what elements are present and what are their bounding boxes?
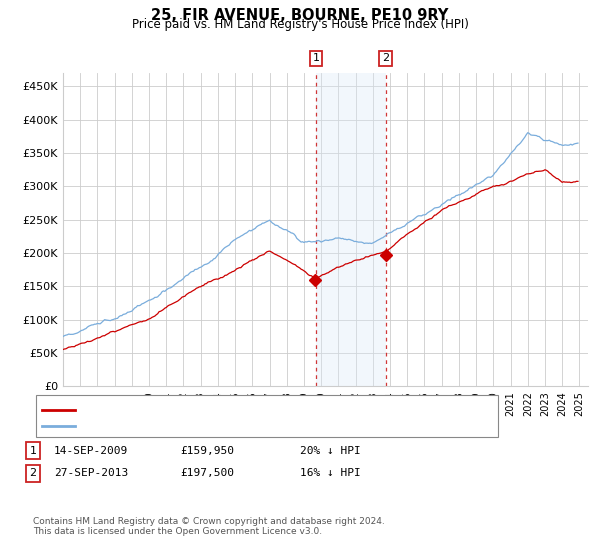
Text: 14-SEP-2009: 14-SEP-2009 (54, 446, 128, 456)
Text: 2: 2 (29, 468, 37, 478)
Text: HPI: Average price, detached house, South Kesteven: HPI: Average price, detached house, Sout… (81, 421, 355, 431)
Text: £197,500: £197,500 (180, 468, 234, 478)
Text: 1: 1 (313, 53, 320, 63)
Text: Price paid vs. HM Land Registry's House Price Index (HPI): Price paid vs. HM Land Registry's House … (131, 18, 469, 31)
Text: 1: 1 (29, 446, 37, 456)
Text: 20% ↓ HPI: 20% ↓ HPI (300, 446, 361, 456)
Text: £159,950: £159,950 (180, 446, 234, 456)
Text: 2: 2 (382, 53, 389, 63)
Bar (316, 73, 386, 386)
Text: 27-SEP-2013: 27-SEP-2013 (54, 468, 128, 478)
Text: 16% ↓ HPI: 16% ↓ HPI (300, 468, 361, 478)
Text: 25, FIR AVENUE, BOURNE, PE10 9RY: 25, FIR AVENUE, BOURNE, PE10 9RY (151, 8, 449, 24)
Text: Contains HM Land Registry data © Crown copyright and database right 2024.
This d: Contains HM Land Registry data © Crown c… (33, 517, 385, 536)
Text: 25, FIR AVENUE, BOURNE, PE10 9RY (detached house): 25, FIR AVENUE, BOURNE, PE10 9RY (detach… (81, 405, 363, 416)
